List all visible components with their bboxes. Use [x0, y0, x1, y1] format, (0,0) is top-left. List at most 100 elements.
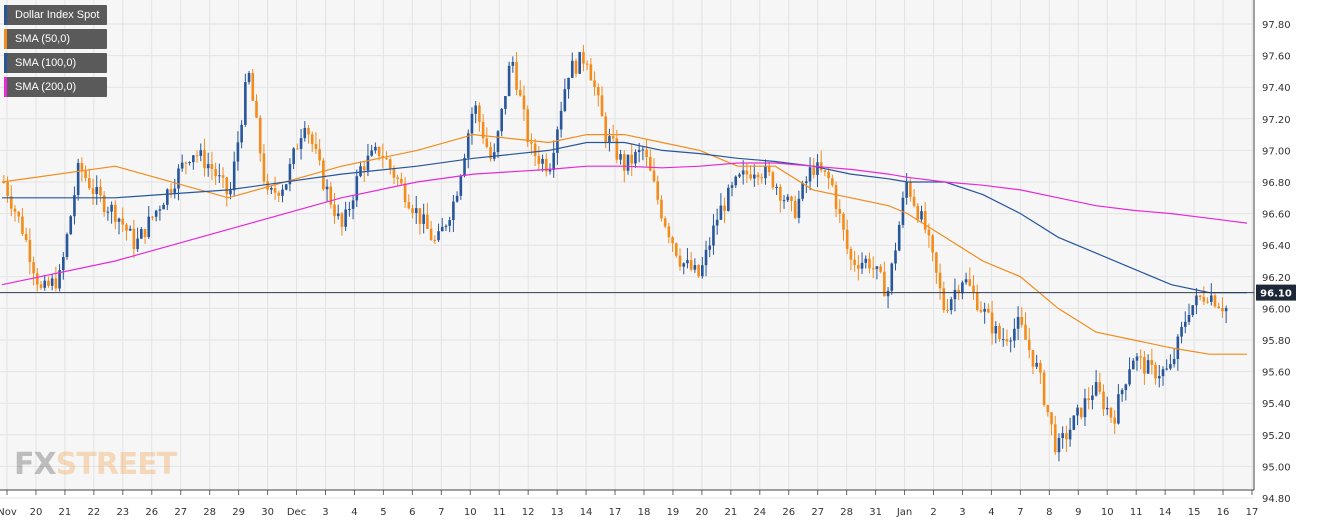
candle-body [422, 214, 425, 224]
x-tick-label: 10 [464, 507, 477, 518]
candle-body [314, 144, 318, 150]
candle-body [942, 288, 946, 311]
candle-body [1187, 314, 1191, 322]
candle-body [504, 96, 507, 109]
candle-body [749, 174, 752, 179]
candle-body [1024, 324, 1027, 340]
candle-body [1027, 339, 1031, 351]
candle-body [403, 183, 407, 203]
candle-body [957, 289, 960, 294]
candle-body [147, 216, 151, 238]
x-tick-label: 4 [988, 507, 994, 518]
candle-body [39, 284, 43, 288]
candle-body [173, 188, 177, 193]
candle-body [656, 181, 660, 200]
candle-body [128, 228, 132, 231]
candle-body [886, 290, 890, 297]
y-tick-label: 97.40 [1262, 83, 1291, 94]
candle-body [890, 263, 894, 291]
candle-body [975, 292, 979, 310]
x-tick-label: 30 [261, 507, 274, 518]
candle-body [73, 195, 76, 217]
candle-body [823, 170, 827, 172]
candle-body [552, 152, 556, 170]
candle-body [95, 186, 99, 194]
legend-item-price[interactable]: Dollar Index Spot [4, 5, 108, 25]
candle-body [452, 201, 455, 221]
candle-body [1206, 301, 1209, 303]
candle-body [388, 159, 392, 169]
candle-body [99, 186, 102, 196]
candle-body [411, 208, 414, 213]
candle-body [1217, 306, 1221, 309]
candle-body [385, 158, 388, 160]
candle-body [1105, 407, 1109, 410]
candle-body [775, 186, 778, 188]
x-tick-label: 31 [869, 507, 882, 518]
candle-body [325, 186, 329, 190]
candle-body [1202, 296, 1206, 302]
candle-body [1180, 326, 1183, 337]
candle-body [946, 310, 949, 312]
x-tick-label: 15 [1188, 507, 1201, 518]
candle-body [400, 178, 403, 184]
candle-body [604, 116, 608, 142]
candle-body [426, 214, 429, 229]
candle-body [1050, 412, 1053, 425]
candle-body [418, 208, 422, 224]
candle-body [667, 226, 671, 238]
candle-body [1143, 357, 1146, 374]
candle-body [753, 174, 756, 179]
candle-body [463, 157, 466, 177]
x-tick-label: 14 [580, 507, 593, 518]
candle-body [537, 156, 541, 164]
candle-body [255, 100, 258, 118]
candle-body [1176, 336, 1180, 360]
candle-body [203, 150, 206, 169]
x-tick-label: 28 [840, 507, 853, 518]
y-tick-label: 96.40 [1262, 241, 1291, 252]
candle-body [909, 181, 912, 197]
candle-body [366, 155, 370, 171]
candle-body [9, 196, 13, 209]
x-tick-label: 27 [174, 507, 187, 518]
candle-body [923, 211, 927, 230]
candle-body [883, 271, 886, 297]
candle-body [857, 264, 860, 269]
candle-body [466, 133, 470, 158]
candle-body [845, 229, 849, 249]
x-tick-label: 21 [724, 507, 737, 518]
candle-body [719, 205, 723, 220]
legend-item-sma100[interactable]: SMA (100,0) [4, 53, 108, 73]
legend-item-sma200[interactable]: SMA (200,0) [4, 77, 108, 97]
y-tick-label: 96.00 [1262, 304, 1291, 315]
candle-body [377, 146, 381, 156]
candle-body [1135, 356, 1139, 361]
x-tick-label: 7 [1017, 507, 1023, 518]
logo-fx: FX [14, 447, 57, 482]
candle-body [143, 229, 147, 238]
legend-item-sma50[interactable]: SMA (50,0) [4, 29, 108, 49]
legend-swatch [4, 5, 7, 25]
candle-body [65, 234, 69, 258]
legend: Dollar Index Spot SMA (50,0) SMA (100,0)… [4, 5, 108, 101]
candle-body [348, 208, 351, 210]
candle-body [444, 225, 448, 227]
candle-body [1039, 362, 1042, 373]
candle-body [619, 154, 622, 160]
candle-body [541, 158, 544, 164]
candle-body [362, 166, 366, 171]
legend-swatch [4, 77, 7, 97]
candle-body [232, 161, 236, 191]
candle-body [511, 61, 515, 66]
candle-body [192, 155, 195, 163]
candle-body [1065, 433, 1068, 440]
candle-body [864, 258, 868, 263]
candle-body [47, 280, 50, 286]
candle-body [570, 60, 574, 78]
candle-body [849, 248, 853, 260]
candle-body [834, 185, 838, 209]
x-tick-label: 9 [1075, 507, 1081, 518]
candle-body [1035, 362, 1038, 367]
candle-body [563, 89, 567, 111]
